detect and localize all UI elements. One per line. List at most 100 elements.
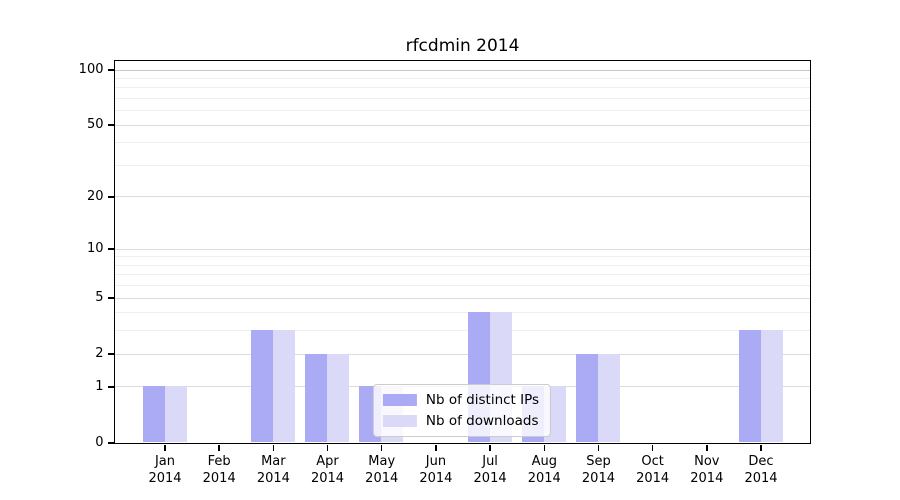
x-tick-label: Feb 2014 <box>191 453 247 487</box>
x-tick-label-line: May <box>368 454 396 469</box>
x-tick-label-line: Mar <box>261 454 286 469</box>
x-tick-label: Sep 2014 <box>570 453 626 487</box>
bar-distinct-ips <box>738 330 761 443</box>
bar-downloads <box>597 353 620 443</box>
x-tick-mark <box>380 444 383 451</box>
minor-gridline <box>114 142 810 144</box>
x-tick-label-line: 2014 <box>256 471 290 486</box>
x-tick-mark <box>435 444 437 451</box>
x-tick-label: Oct 2014 <box>625 453 681 487</box>
bar-distinct-ips <box>305 353 328 443</box>
major-gridline <box>114 124 810 126</box>
minor-gridline <box>114 274 810 276</box>
y-tick-label: 20 <box>86 188 104 204</box>
legend-label: Nb of distinct IPs <box>425 391 540 408</box>
x-tick-label-line: Feb <box>207 454 231 469</box>
x-tick-mark <box>760 444 762 451</box>
legend-swatch <box>382 393 417 406</box>
y-tick-mark <box>107 353 114 355</box>
x-tick-label-line: Apr <box>316 454 339 469</box>
x-tick-mark <box>489 444 491 451</box>
bar-downloads <box>164 386 187 443</box>
x-tick-label-line: 2014 <box>690 471 724 486</box>
x-tick-label: Aug 2014 <box>516 453 572 487</box>
x-tick-label: Mar 2014 <box>245 453 301 487</box>
major-gridline <box>114 297 810 299</box>
legend-entry: Nb of distinct IPs <box>382 391 540 408</box>
plot-area: Nb of distinct IPs Nb of downloads <box>113 59 811 444</box>
minor-gridline <box>114 97 810 99</box>
major-gridline <box>114 196 810 198</box>
x-tick-mark <box>706 444 708 451</box>
x-tick-label-line: 2014 <box>527 471 561 486</box>
y-tick-label: 0 <box>95 435 104 450</box>
y-tick-mark <box>107 297 114 299</box>
x-tick-label-line: Aug <box>531 454 557 469</box>
minor-gridline <box>114 110 810 112</box>
chart-title: rfcdmin 2014 <box>405 36 520 56</box>
x-tick-label-line: Jun <box>425 454 447 469</box>
y-tick-mark <box>107 386 114 388</box>
y-tick-mark <box>107 69 114 71</box>
x-tick-mark <box>326 444 329 451</box>
x-tick-label-line: 2014 <box>473 471 507 486</box>
x-tick-label-line: 2014 <box>419 471 453 486</box>
minor-gridline <box>114 256 810 258</box>
x-tick-mark <box>651 444 654 451</box>
x-tick-label-line: 2014 <box>148 471 182 486</box>
minor-gridline <box>114 87 810 89</box>
minor-gridline <box>114 330 810 332</box>
y-tick-label: 10 <box>86 241 104 257</box>
x-tick-mark <box>543 444 546 451</box>
x-tick-mark <box>164 444 166 451</box>
x-tick-mark <box>272 444 275 451</box>
x-tick-label-line: 2014 <box>310 471 345 486</box>
x-tick-label-line: Dec <box>748 454 774 469</box>
y-tick-label: 1 <box>95 378 104 394</box>
bar-distinct-ips <box>575 353 598 443</box>
x-tick-label: Apr 2014 <box>300 453 356 487</box>
y-tick-label: 5 <box>95 290 104 306</box>
y-tick-label: 2 <box>95 346 104 362</box>
y-tick-label: 100 <box>78 62 104 77</box>
bar-downloads <box>272 330 295 443</box>
x-tick-label-line: Jan <box>154 454 176 469</box>
x-tick-label-line: Nov <box>694 454 720 469</box>
x-tick-label-line: Oct <box>641 454 664 469</box>
x-tick-label-line: 2014 <box>581 471 615 486</box>
minor-gridline <box>114 312 810 314</box>
bar-distinct-ips <box>142 386 165 443</box>
x-tick-label: Jul 2014 <box>462 453 518 487</box>
x-tick-label: May 2014 <box>354 453 410 487</box>
x-tick-label-line: 2014 <box>636 471 670 486</box>
minor-gridline <box>114 285 810 287</box>
major-gridline <box>114 353 810 355</box>
minor-gridline <box>114 77 810 79</box>
legend-label: Nb of downloads <box>425 412 539 429</box>
minor-gridline <box>114 264 810 266</box>
major-gridline <box>114 69 810 71</box>
y-tick-label: 50 <box>86 117 104 133</box>
x-tick-mark <box>597 444 600 451</box>
x-tick-label-line: 2014 <box>202 471 236 486</box>
y-tick-mark <box>107 124 114 126</box>
x-tick-label: Jun 2014 <box>408 453 464 487</box>
bar-distinct-ips <box>250 330 273 443</box>
x-tick-label-line: Sep <box>586 454 611 469</box>
major-gridline <box>114 248 810 250</box>
legend-entry: Nb of downloads <box>382 412 539 429</box>
bar-downloads <box>760 330 783 443</box>
bar-downloads <box>327 353 350 443</box>
legend-swatch <box>382 414 417 427</box>
x-tick-label: Jan 2014 <box>137 453 193 487</box>
x-tick-label: Dec 2014 <box>733 453 789 487</box>
x-tick-label: Nov 2014 <box>679 453 735 487</box>
x-tick-label-line: 2014 <box>365 471 399 486</box>
x-tick-label-line: 2014 <box>744 471 778 486</box>
x-tick-label-line: Jul <box>482 454 498 469</box>
x-tick-mark <box>218 444 220 451</box>
y-tick-mark <box>107 196 114 198</box>
minor-gridline <box>114 164 810 166</box>
legend: Nb of distinct IPs Nb of downloads <box>372 383 552 437</box>
